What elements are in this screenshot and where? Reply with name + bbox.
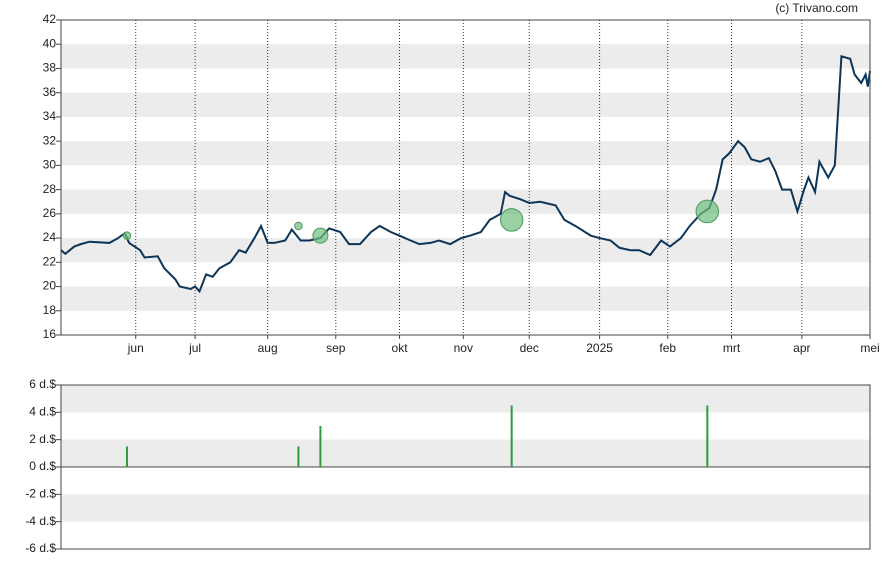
event-bubble	[499, 208, 524, 232]
event-bubble	[312, 227, 329, 244]
grid-band	[61, 494, 870, 522]
x-tick-label: aug	[258, 341, 278, 355]
x-tick-label: okt	[392, 341, 409, 355]
bar	[510, 405, 513, 467]
y-tick-label: 4 d.$	[29, 405, 56, 419]
y-tick-label: 40	[43, 36, 57, 50]
y-tick-label: -6 d.$	[25, 541, 56, 555]
plot-frame	[60, 19, 871, 336]
y-tick-label: 42	[43, 12, 57, 26]
grid-band	[61, 189, 870, 214]
y-tick-label: 30	[43, 158, 57, 172]
event-bubble	[294, 221, 303, 231]
y-tick-label: 2 d.$	[29, 432, 56, 446]
y-tick-label: 18	[43, 303, 57, 317]
y-tick-label: -4 d.$	[25, 514, 56, 528]
grid-band	[61, 385, 870, 413]
grid-band	[61, 238, 870, 263]
y-tick-label: 34	[43, 109, 57, 123]
copyright: (c) Trivano.com	[775, 1, 858, 15]
x-tick-label: apr	[793, 341, 810, 355]
y-tick-label: 22	[43, 254, 57, 268]
x-tick-label: nov	[454, 341, 473, 355]
y-tick-label: 24	[43, 230, 57, 244]
y-tick-label: 0 d.$	[29, 459, 56, 473]
event-bubble	[695, 199, 720, 224]
y-tick-label: 36	[43, 85, 57, 99]
grid-band	[61, 439, 870, 467]
y-tick-label: 26	[43, 206, 57, 220]
y-tick-label: 38	[43, 61, 57, 75]
grid-band	[61, 44, 870, 69]
y-tick-label: 20	[43, 279, 57, 293]
y-tick-label: 6 d.$	[29, 377, 56, 391]
y-tick-label: 28	[43, 182, 57, 196]
event-bubble	[122, 231, 132, 240]
x-tick-label: sep	[326, 341, 346, 355]
x-tick-label: mrt	[723, 341, 741, 355]
x-tick-label: mei	[860, 341, 879, 355]
grid-band	[61, 92, 870, 117]
y-tick-label: -2 d.$	[25, 487, 56, 501]
bar	[319, 426, 322, 467]
bar	[706, 405, 709, 467]
plot-frame	[60, 384, 871, 550]
x-tick-label: jul	[188, 341, 201, 355]
x-tick-label: 2025	[586, 341, 613, 355]
x-tick-label: feb	[659, 341, 676, 355]
y-tick-label: 32	[43, 133, 57, 147]
grid-band	[61, 286, 870, 311]
x-tick-label: jun	[127, 341, 144, 355]
bar	[125, 446, 128, 467]
bar	[297, 446, 300, 467]
y-tick-label: 16	[43, 327, 57, 341]
price-line	[60, 55, 871, 294]
x-tick-label: dec	[520, 341, 539, 355]
